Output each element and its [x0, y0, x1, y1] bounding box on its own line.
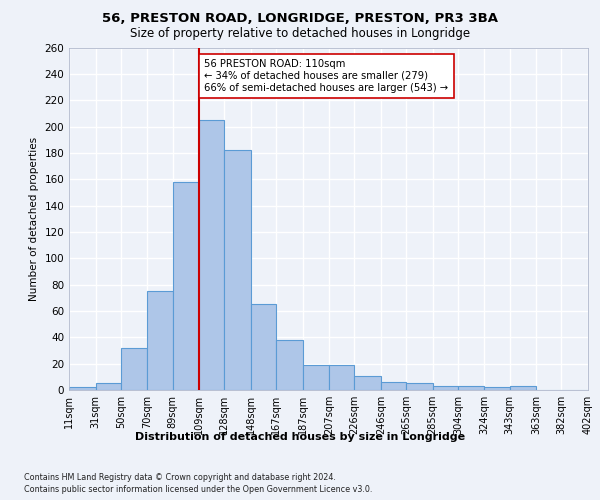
Bar	[224, 150, 251, 390]
Text: 56 PRESTON ROAD: 110sqm
← 34% of detached houses are smaller (279)
66% of semi-d: 56 PRESTON ROAD: 110sqm ← 34% of detache…	[205, 60, 449, 92]
Text: Distribution of detached houses by size in Longridge: Distribution of detached houses by size …	[135, 432, 465, 442]
Bar	[148, 291, 173, 390]
Bar	[406, 384, 433, 390]
Bar	[69, 388, 95, 390]
Bar	[276, 340, 302, 390]
Text: Contains public sector information licensed under the Open Government Licence v3: Contains public sector information licen…	[24, 485, 373, 494]
Bar	[251, 304, 276, 390]
Bar	[121, 348, 148, 390]
Y-axis label: Number of detached properties: Number of detached properties	[29, 136, 39, 301]
Bar	[329, 365, 355, 390]
Bar	[302, 365, 329, 390]
Bar	[433, 386, 458, 390]
Bar	[95, 384, 121, 390]
Text: Size of property relative to detached houses in Longridge: Size of property relative to detached ho…	[130, 28, 470, 40]
Bar	[199, 120, 224, 390]
Bar	[173, 182, 199, 390]
Text: 56, PRESTON ROAD, LONGRIDGE, PRESTON, PR3 3BA: 56, PRESTON ROAD, LONGRIDGE, PRESTON, PR…	[102, 12, 498, 26]
Bar	[509, 386, 536, 390]
Bar	[381, 382, 406, 390]
Text: Contains HM Land Registry data © Crown copyright and database right 2024.: Contains HM Land Registry data © Crown c…	[24, 472, 336, 482]
Bar	[484, 388, 509, 390]
Bar	[458, 386, 484, 390]
Bar	[355, 376, 381, 390]
